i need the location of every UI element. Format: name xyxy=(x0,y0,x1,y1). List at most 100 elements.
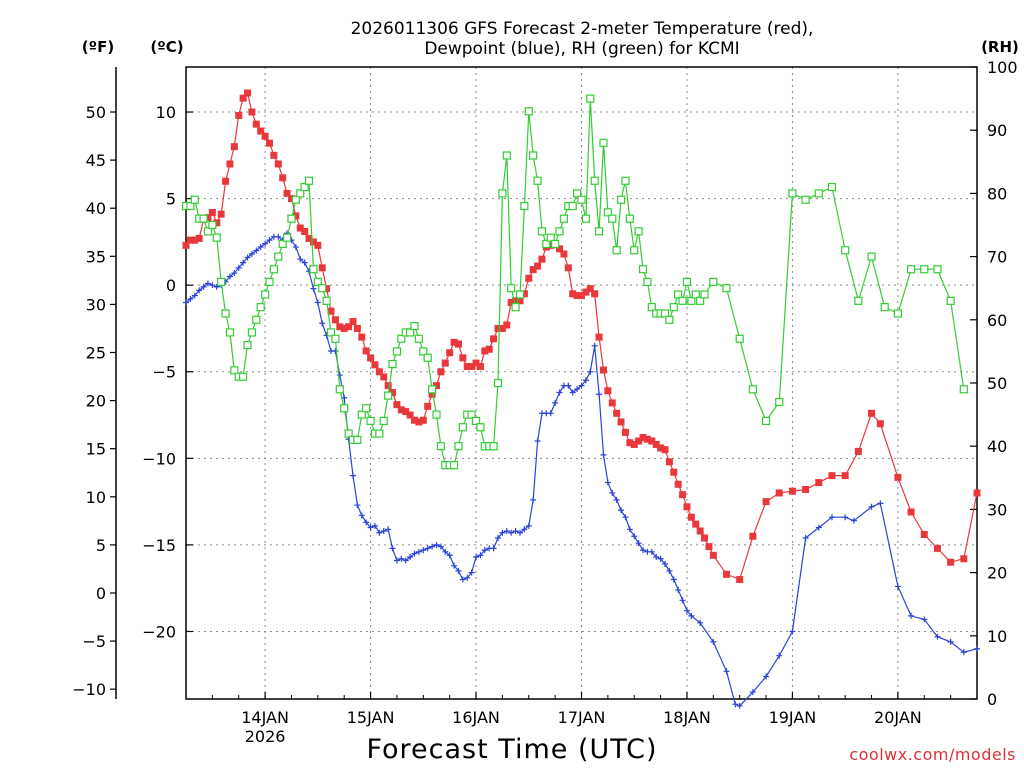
dewpoint-point xyxy=(828,514,835,521)
rh-point xyxy=(722,284,731,293)
temperature-point xyxy=(428,390,436,398)
rh-point xyxy=(630,246,639,255)
rh-point xyxy=(568,201,577,211)
rh-tick-label: 90 xyxy=(987,121,1007,140)
rh-point xyxy=(788,189,797,198)
rh-point xyxy=(379,416,388,426)
temperature-point xyxy=(362,347,370,355)
dewpoint-point xyxy=(451,562,458,569)
rh-point xyxy=(199,214,208,223)
dewpoint-point xyxy=(371,522,378,529)
rh-tick-label: 60 xyxy=(987,311,1007,330)
dewpoint-point xyxy=(200,283,207,290)
dewpoint-point xyxy=(490,545,497,552)
temperature-point xyxy=(854,447,862,455)
rh-point xyxy=(449,461,459,470)
rh-point xyxy=(278,239,287,249)
rh-point xyxy=(296,189,305,198)
temperature-point xyxy=(608,399,616,407)
temperature-point xyxy=(604,387,612,395)
rh-point xyxy=(555,227,564,236)
temperature-point xyxy=(402,408,410,416)
rh-point xyxy=(577,195,586,204)
fahrenheit-tick-label: 50 xyxy=(86,103,106,122)
dewpoint-point xyxy=(385,526,392,533)
temperature-point xyxy=(868,409,876,417)
rh-point xyxy=(384,391,393,400)
dewpoint-point xyxy=(661,560,668,567)
temperature-point xyxy=(257,127,265,135)
temperature-point xyxy=(380,373,388,381)
dewpoint-point xyxy=(789,628,796,635)
rh-tick-label: 80 xyxy=(987,184,1007,203)
temperature-point xyxy=(578,292,585,300)
dewpoint-point xyxy=(336,372,343,379)
rh-point xyxy=(638,265,648,274)
rh-point xyxy=(344,429,353,438)
rh-point xyxy=(318,284,327,293)
dewpoint-point xyxy=(688,612,695,619)
rh-point xyxy=(515,290,525,299)
dewpoint-point xyxy=(380,528,387,535)
temperature-point xyxy=(406,411,414,419)
dewpoint-point xyxy=(653,554,660,561)
dewpoint-point xyxy=(908,612,915,619)
temperature-point xyxy=(775,489,783,497)
rh-point xyxy=(353,435,362,444)
temperature-point xyxy=(525,274,533,282)
temperature-point xyxy=(876,420,884,428)
dewpoint-point xyxy=(877,500,884,507)
dewpoint-point xyxy=(459,576,466,583)
rh-point xyxy=(225,328,235,337)
dewpoint-point xyxy=(631,533,638,540)
dewpoint-point xyxy=(196,287,203,294)
rh-point xyxy=(331,334,340,343)
temperature-point xyxy=(960,555,968,563)
temperature-point xyxy=(432,382,440,390)
temperature-point xyxy=(371,361,379,369)
temperature-point xyxy=(195,234,203,242)
dewpoint-point xyxy=(244,254,251,261)
rh-point xyxy=(322,296,331,305)
rh-point xyxy=(375,429,384,438)
rh-point xyxy=(357,410,366,419)
dewpoint-point xyxy=(569,389,576,396)
temperature-point xyxy=(564,264,572,272)
rh-point xyxy=(612,246,621,255)
rh-point xyxy=(933,265,942,274)
rh-point xyxy=(300,182,309,192)
rh-point xyxy=(854,296,863,305)
rh-tick-label: 0 xyxy=(987,690,997,709)
rh-point xyxy=(489,442,498,451)
temperature-point xyxy=(296,224,304,232)
dewpoint-point xyxy=(429,543,436,550)
dewpoint-point xyxy=(204,280,211,287)
rh-point xyxy=(946,296,955,305)
rh-point xyxy=(476,423,485,432)
dewpoint-point xyxy=(231,270,238,277)
rh-point xyxy=(265,277,274,286)
temperature-point xyxy=(670,468,678,476)
rh-point xyxy=(827,182,837,192)
temperature-point xyxy=(815,479,823,487)
temperature-point xyxy=(701,534,709,542)
temperature-point xyxy=(248,108,256,116)
dewpoint-point xyxy=(433,541,440,548)
temperature-point xyxy=(244,89,252,97)
rh-point xyxy=(427,385,437,394)
dewpoint-point xyxy=(622,514,629,521)
rh-point xyxy=(775,397,784,407)
dewpoint-point xyxy=(266,237,273,244)
temperature-point xyxy=(481,347,489,355)
rh-point xyxy=(524,107,533,116)
rh-point xyxy=(660,309,670,318)
fahrenheit-tick-label: 20 xyxy=(86,392,106,411)
dewpoint-point xyxy=(473,554,480,561)
rh-point xyxy=(239,372,248,381)
dewpoint-point xyxy=(868,503,875,510)
temperature-point xyxy=(261,132,269,140)
rh-point xyxy=(230,366,239,375)
temperature-point xyxy=(336,323,344,331)
dewpoint-point xyxy=(710,638,717,645)
